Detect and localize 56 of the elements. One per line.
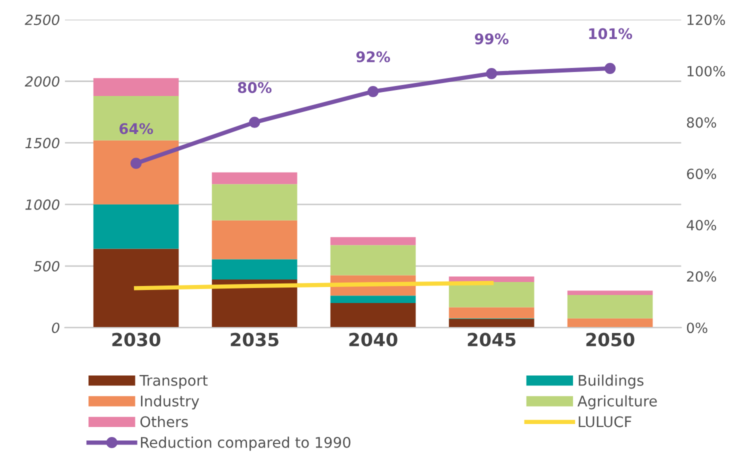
bar bbox=[93, 96, 179, 140]
bar bbox=[212, 259, 298, 280]
y2-tick-label: 100% bbox=[688, 66, 725, 76]
bar bbox=[567, 290, 653, 295]
bar bbox=[93, 140, 179, 204]
y2-tick-label: 40% bbox=[686, 220, 716, 230]
bar bbox=[93, 78, 179, 96]
legend-label: LULUCF bbox=[578, 416, 632, 428]
bar bbox=[212, 184, 298, 220]
bar bbox=[448, 282, 534, 308]
data-label: 92% bbox=[356, 51, 390, 62]
y-tick-label: 2000 bbox=[24, 76, 60, 87]
y-tick-label: 500 bbox=[34, 260, 60, 272]
y2-tick-label: 80% bbox=[686, 117, 716, 128]
point bbox=[248, 116, 260, 128]
bar bbox=[212, 172, 298, 184]
x-tick-label: 2050 bbox=[586, 332, 634, 346]
bar bbox=[330, 296, 416, 303]
y2-tick-label: 20% bbox=[687, 271, 716, 282]
data-label: 80% bbox=[238, 82, 272, 94]
x-tick-label: 2045 bbox=[468, 332, 516, 346]
bar bbox=[448, 318, 534, 328]
y2-tick-label: 120% bbox=[688, 14, 725, 26]
legend-label: Agriculture bbox=[578, 395, 657, 410]
y-tick-label: 0 bbox=[52, 322, 60, 334]
bar bbox=[212, 280, 298, 328]
data-label: 64% bbox=[120, 123, 154, 134]
bar bbox=[93, 248, 179, 328]
data-label: 101% bbox=[589, 28, 632, 40]
bar bbox=[330, 245, 416, 276]
x-tick-label: 2035 bbox=[230, 332, 278, 346]
point bbox=[486, 68, 498, 80]
data-label: 99% bbox=[474, 33, 509, 44]
y2-tick-label: 60% bbox=[687, 168, 716, 180]
point bbox=[368, 86, 379, 98]
y-tick-label: 2500 bbox=[24, 14, 60, 26]
x-tick-label: 2040 bbox=[349, 332, 398, 346]
bar bbox=[93, 204, 179, 249]
legend-label: Buildings bbox=[578, 374, 644, 389]
bar bbox=[448, 276, 534, 282]
legend-label: Transport bbox=[140, 375, 208, 389]
bar bbox=[330, 302, 416, 328]
y-tick-label: 1500 bbox=[25, 138, 60, 148]
bar bbox=[567, 318, 653, 328]
y2-tick-label: 0% bbox=[686, 322, 708, 334]
point bbox=[130, 158, 142, 169]
bar bbox=[567, 294, 653, 318]
y-tick-label: 1000 bbox=[25, 199, 60, 210]
legend-label: Industry bbox=[140, 395, 200, 410]
legend-label: Others bbox=[140, 416, 188, 428]
point bbox=[604, 62, 616, 74]
bar bbox=[448, 307, 534, 318]
bar bbox=[330, 237, 416, 246]
bar bbox=[212, 220, 298, 260]
x-tick-label: 2030 bbox=[112, 332, 160, 346]
legend-label: Reduction compared to 1990 bbox=[140, 436, 350, 451]
